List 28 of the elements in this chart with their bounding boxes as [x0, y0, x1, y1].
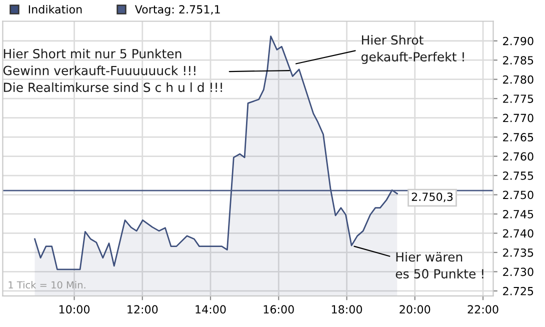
y-tick-label: 2.750	[503, 190, 534, 200]
y-tick-label: 2.770	[503, 114, 534, 122]
y-tick-label: 2.765	[503, 133, 534, 142]
x-tick-label: 14:00	[196, 305, 226, 314]
y-tick-label: 2.785	[503, 56, 534, 64]
x-tick-label: 16:00	[264, 305, 294, 314]
y-tick-label: 2.760	[503, 152, 534, 161]
y-tick-label: 2.740	[503, 229, 534, 238]
data-label: 2.750,3	[412, 192, 453, 202]
x-tick-label: 22:00	[468, 305, 498, 314]
x-tick-label: 12:00	[128, 305, 158, 314]
annotation: 1 Tick = 10 Min.	[8, 281, 86, 289]
y-tick-label: 2.780	[503, 75, 534, 84]
legend-label: Indikation	[28, 4, 82, 14]
y-tick-label: 2.730	[503, 268, 534, 276]
y-tick-label: 2.725	[503, 286, 534, 296]
y-tick-label: 2.735	[503, 248, 534, 257]
legend-label: Vortag: 2.751,1	[134, 5, 220, 16]
y-tick-label: 2.745	[503, 210, 534, 218]
annotation: Hier wären es 50 Punkte !	[396, 252, 484, 279]
x-tick-label: 18:00	[332, 305, 362, 314]
annotation: Hier Short mit nur 5 Punkten Gewinn verkauft-Fuuuuuuck !!! Die Realtimkurse sind S c h u l d !!!	[3, 48, 222, 92]
y-tick-label: 2.790	[503, 36, 534, 46]
y-tick-label: 2.775	[503, 94, 534, 103]
annotation: Hier Shrot gekauft-Perfekt !	[361, 34, 464, 64]
y-tick-label: 2.755	[503, 171, 534, 180]
x-tick-label: 10:00	[59, 305, 90, 314]
x-tick-label: 20:00	[400, 305, 430, 314]
